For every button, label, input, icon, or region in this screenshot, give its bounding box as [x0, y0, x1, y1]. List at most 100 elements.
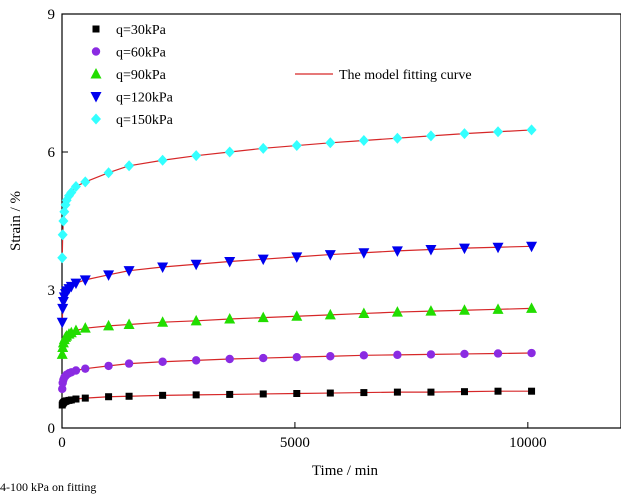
data-point [326, 352, 335, 361]
data-point [58, 215, 69, 227]
data-point [393, 350, 402, 360]
data-point [157, 154, 168, 166]
data-point [425, 245, 437, 256]
data-point [81, 364, 90, 373]
data-point [59, 206, 70, 218]
data-point [103, 270, 115, 281]
data-point [291, 310, 303, 321]
data-point [460, 349, 469, 359]
data-point [493, 126, 504, 138]
data-point [123, 318, 135, 329]
data-markers [56, 124, 538, 409]
x-tick-label: 0 [58, 435, 66, 451]
data-point [56, 317, 68, 329]
data-point [526, 302, 538, 313]
data-point [425, 305, 437, 316]
creep-strain-chart: 0 5000 10000 0 3 6 9 q=30kPa q=60kPa q=90kPa q=12… [8, 7, 621, 479]
data-point [66, 186, 77, 198]
data-point [79, 322, 91, 333]
data-point [257, 311, 269, 323]
legend-label: q=120kPa [116, 91, 174, 106]
data-point [324, 250, 336, 261]
legend-marker [90, 92, 102, 103]
data-point [426, 350, 436, 359]
data-point [258, 142, 269, 154]
data-point [57, 303, 69, 315]
data-point [56, 348, 68, 359]
data-point [358, 135, 369, 146]
data-point [124, 160, 135, 172]
y-tick-label: 6 [48, 145, 56, 161]
data-point [159, 391, 167, 399]
data-point [326, 389, 334, 397]
data-point [81, 394, 89, 402]
data-point [458, 304, 470, 315]
data-point [103, 167, 114, 179]
data-point [225, 354, 234, 364]
data-point [124, 359, 134, 368]
data-point [57, 252, 68, 264]
y-axis-title: Strain / % [8, 191, 24, 251]
x-tick-label: 5000 [280, 435, 310, 451]
data-point [459, 128, 470, 140]
data-point [425, 130, 436, 142]
data-point [393, 388, 401, 396]
data-point [325, 137, 336, 149]
legend: q=30kPa q=60kPa q=90kPa q=120kPa q=150kPa The… [90, 23, 472, 128]
data-point [158, 357, 167, 366]
data-point [492, 242, 504, 254]
data-point [191, 356, 201, 365]
data-point [427, 388, 435, 396]
data-point [358, 307, 370, 318]
data-point [70, 278, 82, 290]
data-point [67, 396, 75, 404]
data-point [123, 266, 135, 277]
data-point [324, 308, 336, 320]
data-point [257, 254, 269, 266]
data-point [360, 389, 368, 397]
data-point [79, 275, 91, 286]
data-point [358, 248, 370, 259]
data-point [191, 150, 202, 162]
data-point [391, 246, 403, 257]
data-point [58, 384, 67, 394]
x-tick-label: 10000 [509, 435, 547, 451]
data-point [224, 312, 236, 324]
axis-ticks: 0 5000 10000 0 3 6 9 [48, 7, 547, 451]
y-tick-label: 0 [48, 421, 56, 437]
legend-marker [92, 25, 100, 33]
data-point [226, 390, 234, 398]
legend-fit-label: The model fitting curve [339, 68, 472, 83]
data-point [224, 146, 235, 158]
data-point [291, 252, 303, 263]
data-point [104, 361, 113, 371]
data-point [190, 259, 202, 271]
data-point [71, 366, 81, 375]
data-point [157, 262, 169, 273]
data-point [526, 241, 538, 253]
data-point [259, 390, 267, 398]
legend-marker [91, 113, 101, 125]
data-point [80, 176, 91, 188]
data-point [224, 256, 236, 268]
legend-marker [90, 68, 102, 79]
data-point [291, 140, 302, 152]
data-point [292, 352, 301, 362]
data-point [259, 353, 268, 363]
data-point [359, 351, 369, 360]
data-point [190, 314, 202, 326]
data-point [125, 392, 133, 400]
data-point [157, 316, 169, 327]
x-axis-title: Time / min [312, 463, 379, 479]
data-point [492, 303, 504, 314]
legend-label: q=60kPa [116, 46, 167, 61]
data-point [458, 243, 470, 255]
data-point [392, 132, 403, 144]
data-point [391, 306, 403, 317]
data-point [527, 348, 536, 358]
data-point [526, 124, 537, 136]
data-point [105, 393, 113, 401]
data-point [70, 324, 82, 335]
data-point [70, 181, 81, 192]
y-tick-label: 3 [48, 283, 56, 299]
